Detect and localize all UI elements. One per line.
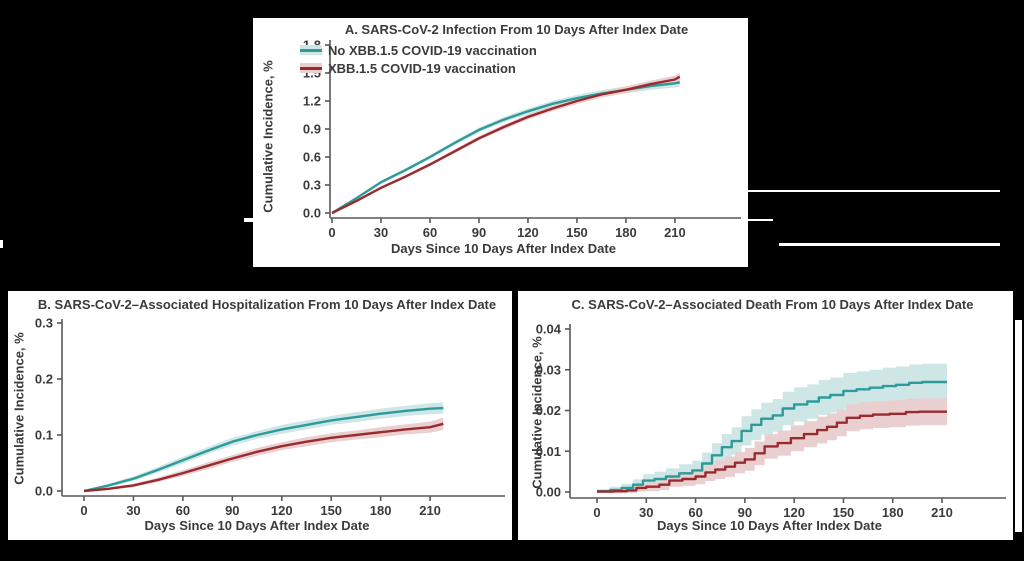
x-tick-label: 30 (639, 505, 653, 520)
artifact-mark (244, 218, 253, 222)
confidence-band (84, 417, 444, 492)
panel-b-plot: 0.0 0.1 0.2 0.3 0 30 60 90 120 150 180 210 (35, 316, 505, 518)
legend: No XBB.1.5 COVID-19 vaccination XBB.1.5 … (300, 41, 537, 77)
panel-a: A. SARS-CoV-2 Infection From 10 Days Aft… (253, 18, 748, 267)
series-line (597, 410, 947, 493)
x-tick-label: 180 (882, 505, 904, 520)
panel-a-title: A. SARS-CoV-2 Infection From 10 Days Aft… (344, 22, 689, 37)
series-line (83, 406, 444, 493)
artifact-mark (0, 240, 3, 248)
y-tick-label: 0.2 (35, 372, 53, 387)
x-tick-label: 60 (176, 503, 190, 518)
y-tick-label: 1.2 (303, 94, 321, 109)
x-tick-label: 60 (423, 225, 437, 240)
x-tick-label: 120 (271, 503, 293, 518)
x-tick-label: 210 (419, 503, 441, 518)
x-tick-label: 150 (833, 505, 855, 520)
x-tick-label: 120 (783, 505, 805, 520)
y-tick-label: 0.00 (536, 485, 561, 500)
x-tick-label: 180 (615, 225, 637, 240)
artifact-strip (1015, 320, 1022, 532)
y-tick-label: 0.02 (536, 403, 561, 418)
y-tick-label: 0.3 (303, 178, 321, 193)
legend-item: No XBB.1.5 COVID-19 vaccination (300, 41, 537, 59)
confidence-band (597, 363, 947, 494)
y-tick-label: 0.04 (536, 322, 562, 337)
x-tick-label: 0 (328, 225, 335, 240)
x-tick-label: 180 (370, 503, 392, 518)
panel-a-x-axis-label: Days Since 10 Days After Index Date (391, 241, 616, 256)
panel-a-plot: 0.00.30.60.91.21.51.80306090120150180210 (303, 38, 741, 240)
x-tick-label: 30 (126, 503, 140, 518)
x-tick-label: 0 (80, 503, 87, 518)
y-tick-label: 0.01 (536, 444, 561, 459)
x-tick-label: 30 (374, 225, 388, 240)
legend-label: XBB.1.5 COVID-19 vaccination (328, 60, 516, 76)
series-line (331, 81, 681, 215)
y-tick-label: 0.0 (35, 484, 53, 499)
artifact-line (747, 219, 773, 221)
series-line (83, 422, 444, 493)
y-tick-label: 0.1 (35, 428, 53, 443)
y-tick-label: 0.0 (303, 206, 321, 221)
panel-c-x-axis-label: Days Since 10 Days After Index Date (657, 518, 882, 533)
x-tick-label: 120 (517, 225, 539, 240)
x-tick-label: 90 (738, 505, 752, 520)
y-tick-label: 0.03 (536, 362, 561, 377)
confidence-band (332, 77, 680, 214)
x-tick-label: 90 (225, 503, 239, 518)
panel-c-title: C. SARS-CoV-2–Associated Death From 10 D… (571, 297, 974, 312)
y-tick-label: 0.3 (35, 316, 53, 331)
panel-b: B. SARS-CoV-2–Associated Hospitalization… (8, 291, 512, 540)
x-tick-label: 90 (472, 225, 486, 240)
x-tick-label: 150 (566, 225, 588, 240)
y-tick-label: 0.6 (303, 150, 321, 165)
legend-key-vaccination (300, 63, 322, 73)
panel-c-plot: 0.00 0.01 0.02 0.03 0.04 0 30 60 90 120 150 180 210 (536, 322, 1006, 520)
panel-b-x-axis-label: Days Since 10 Days After Index Date (144, 518, 370, 533)
series-line (597, 380, 947, 493)
x-tick-label: 60 (688, 505, 702, 520)
confidence-band (332, 72, 680, 214)
panel-b-title: B. SARS-CoV-2–Associated Hospitalization… (37, 297, 497, 312)
legend-label: No XBB.1.5 COVID-19 vaccination (328, 42, 537, 58)
panel-c: C. SARS-CoV-2–Associated Death From 10 D… (518, 291, 1013, 540)
x-tick-label: 150 (320, 503, 342, 518)
artifact-line (747, 190, 1000, 192)
y-tick-label: 0.9 (303, 122, 321, 137)
x-tick-label: 0 (593, 505, 600, 520)
x-tick-label: 210 (931, 505, 953, 520)
artifact-line (779, 243, 1000, 246)
x-tick-label: 210 (664, 225, 686, 240)
legend-key-no-vaccination (300, 45, 322, 55)
series-line (331, 75, 681, 215)
legend-item: XBB.1.5 COVID-19 vaccination (300, 59, 537, 77)
